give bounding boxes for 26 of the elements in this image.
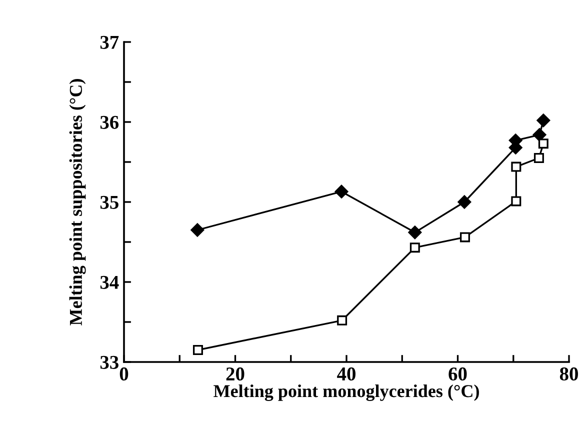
point bbox=[458, 195, 472, 209]
point bbox=[538, 138, 548, 149]
point bbox=[536, 114, 550, 128]
point bbox=[337, 315, 348, 326]
y-tick-label: 37 bbox=[100, 36, 119, 49]
point bbox=[532, 128, 546, 142]
y-tick-label: 35 bbox=[100, 196, 118, 209]
x-tick-label: 40 bbox=[337, 367, 356, 381]
x-tick-label: 60 bbox=[448, 367, 467, 381]
x-axis-title: Melting point monoglycerides (°C) bbox=[214, 384, 479, 402]
x-tick-label: 0 bbox=[120, 367, 128, 381]
point bbox=[460, 232, 470, 242]
point bbox=[534, 153, 544, 163]
point bbox=[192, 345, 203, 355]
y-tick-label: 33 bbox=[100, 356, 118, 369]
x-tick-label: 20 bbox=[226, 367, 244, 381]
y-tick-label: 36 bbox=[100, 116, 119, 129]
point bbox=[408, 226, 422, 240]
point bbox=[511, 162, 522, 172]
point bbox=[410, 242, 420, 253]
point bbox=[190, 223, 204, 237]
point bbox=[511, 196, 522, 206]
y-axis-title: Melting point suppositories (°C) bbox=[69, 79, 86, 326]
point bbox=[334, 184, 348, 198]
x-tick-label: 80 bbox=[560, 367, 578, 381]
y-tick-label: 34 bbox=[100, 276, 119, 289]
